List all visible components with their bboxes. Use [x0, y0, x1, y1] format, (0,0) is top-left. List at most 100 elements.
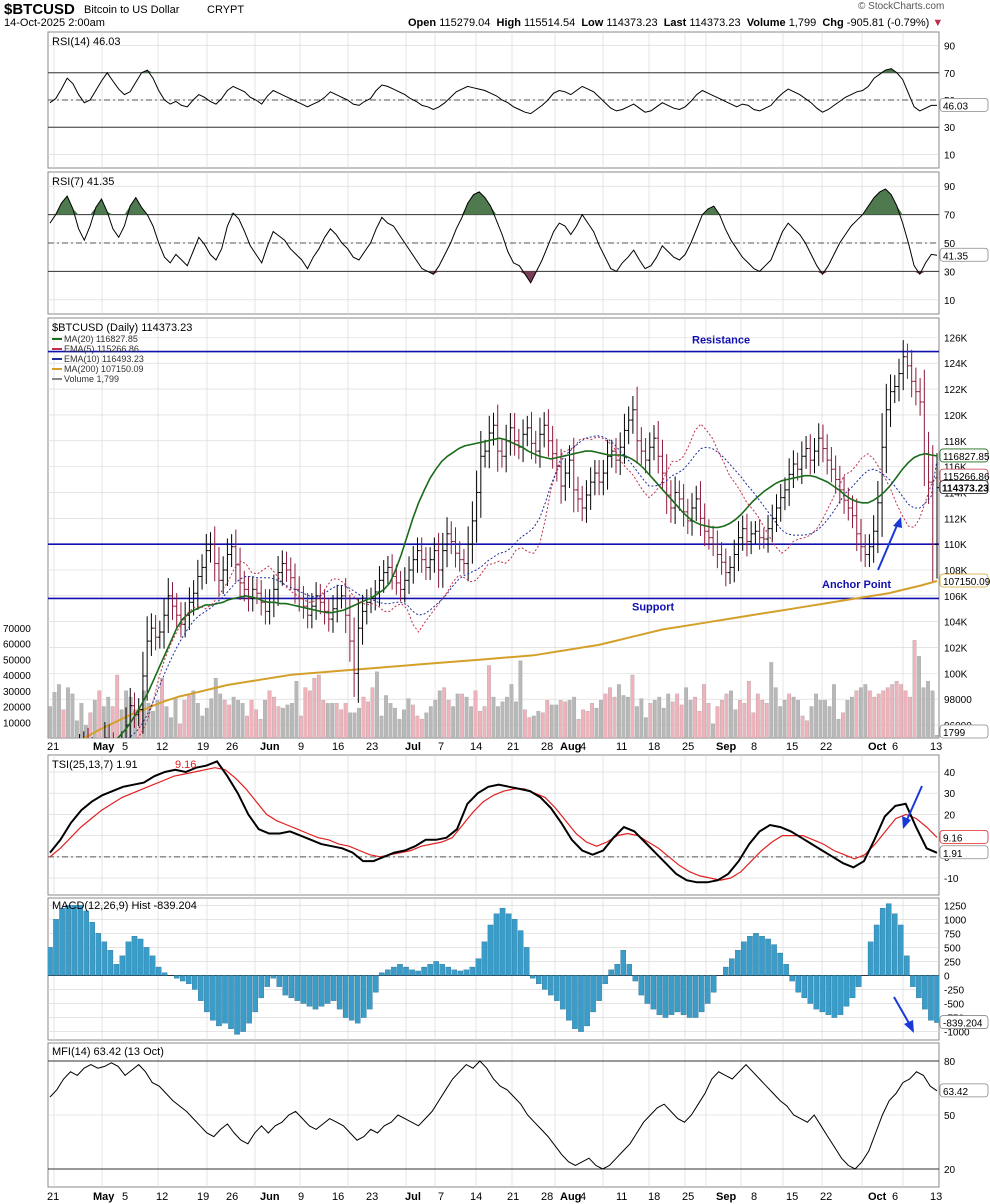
volume-bar — [70, 693, 75, 738]
macd-hist-bar — [192, 975, 198, 990]
macd-hist-bar — [330, 975, 337, 1001]
volume-bar — [334, 703, 339, 738]
rsi14-line — [49, 68, 937, 115]
volume-bar — [272, 696, 276, 738]
macd-hist-bar — [95, 933, 102, 976]
macd-hist-bar — [210, 975, 216, 1021]
volume-bar — [245, 715, 249, 738]
macd-hist-bar — [789, 975, 795, 982]
price-xtick-label: 9 — [298, 741, 304, 753]
resistance-label: Resistance — [692, 335, 750, 347]
macd-hist-bar — [584, 975, 590, 1027]
mfi-xtick-label: 22 — [820, 1191, 832, 1203]
macd-hist-bar — [638, 975, 645, 996]
ema5-legend: EMA(5) 115266.86 — [64, 344, 139, 354]
ma20-value-box — [939, 448, 989, 463]
macd-ytick-label: 0 — [944, 971, 950, 982]
macd-hist-bar — [493, 913, 500, 976]
macd-hist-bar — [807, 975, 814, 1004]
volume-bar — [222, 700, 227, 738]
macd-hist-bar — [318, 975, 325, 1007]
macd-hist-bar — [529, 975, 536, 979]
volume-bar — [675, 693, 680, 738]
macd-hist-bar — [379, 972, 385, 976]
volume-bar — [639, 698, 644, 738]
volume-bar — [410, 704, 415, 738]
volume-bar — [908, 696, 913, 738]
mfi-value-label: 63.42 — [943, 1087, 968, 1098]
mfi-legend: MFI(14) 63.42 (13 Oct) — [52, 1046, 164, 1058]
volume-bar — [361, 696, 366, 738]
macd-hist-bar — [578, 975, 584, 1032]
macd-hist-bar — [849, 975, 856, 999]
ma200-value-label: 107150.09 — [943, 577, 990, 588]
mfi-xtick-label: Oct — [868, 1191, 887, 1203]
macd-hist-bar — [481, 941, 488, 976]
volume-bar — [195, 703, 200, 738]
volume-bar — [876, 693, 881, 738]
ma200-line — [82, 580, 938, 738]
mfi-xtick-label: 19 — [197, 1191, 209, 1203]
volume-bar — [558, 700, 563, 738]
mfi-ytick-label: 20 — [944, 1165, 956, 1176]
volume-bar — [621, 695, 626, 738]
volume-bar — [415, 715, 420, 738]
volume-bar — [581, 709, 585, 738]
volume-bar — [218, 693, 223, 738]
watermark: © StockCharts.com — [858, 1, 945, 12]
price-xtick-label: Jun — [260, 741, 280, 753]
macd-hist-bar — [765, 938, 771, 976]
volume-bar — [178, 723, 182, 738]
volume-bar — [352, 712, 357, 738]
macd-hist-bar — [216, 975, 222, 1027]
tsi-signal-value-box — [939, 829, 989, 844]
macd-hist-bar — [795, 975, 801, 993]
volume-bar — [634, 706, 639, 738]
volume-bar — [738, 700, 742, 738]
macd-hist-bar — [300, 975, 307, 1004]
volume-bar — [298, 715, 303, 738]
volume-bar — [630, 674, 635, 738]
volume-bar — [48, 706, 52, 738]
price-xtick-label: 21 — [47, 741, 59, 753]
macd-hist-bar — [475, 958, 482, 976]
volume-bar — [397, 718, 402, 738]
macd-hist-bar — [294, 975, 301, 1001]
price-xtick-label: 22 — [820, 741, 832, 753]
mfi-line — [49, 1060, 938, 1170]
volume-bar — [388, 703, 393, 738]
price-ytick-label: 102K — [944, 644, 968, 655]
rsi7-legend: RSI(7) 41.35 — [52, 176, 114, 188]
macd-hist-bar — [264, 975, 270, 987]
volume-bar — [384, 695, 388, 738]
last-value: 114373.23 — [689, 17, 741, 29]
volume-bar — [666, 693, 671, 738]
volume-bar — [787, 693, 792, 738]
volume-bar — [688, 700, 693, 738]
volume-bar — [773, 687, 778, 738]
macd-hist-bar — [77, 905, 83, 976]
open-value: 115279.04 — [439, 17, 491, 29]
volume-bar — [599, 700, 603, 738]
volume-bar — [61, 709, 66, 738]
price-xtick-label: 6 — [892, 741, 898, 753]
macd-hist-bar — [572, 975, 578, 1029]
macd-hist-bar — [439, 964, 445, 976]
mfi-plot — [49, 1060, 938, 1170]
ma200-value-box — [939, 573, 989, 588]
volume-bar — [809, 706, 814, 738]
tsi-plot — [49, 760, 938, 884]
rsi7-value-label: 41.35 — [943, 251, 968, 262]
mfi-xtick-label: 16 — [332, 1191, 344, 1203]
volume-bar — [643, 717, 648, 738]
volume-bar — [872, 696, 877, 738]
macd-hist-bar — [542, 975, 548, 990]
volume-bar — [693, 696, 697, 738]
volume-bar — [563, 701, 568, 738]
macd-hist-bar — [445, 966, 452, 976]
volume-bar — [697, 711, 702, 738]
volume-bar — [348, 712, 353, 738]
volume-bar — [769, 662, 774, 738]
last-price-box — [939, 480, 989, 495]
macd-hist-bar — [922, 975, 928, 1010]
